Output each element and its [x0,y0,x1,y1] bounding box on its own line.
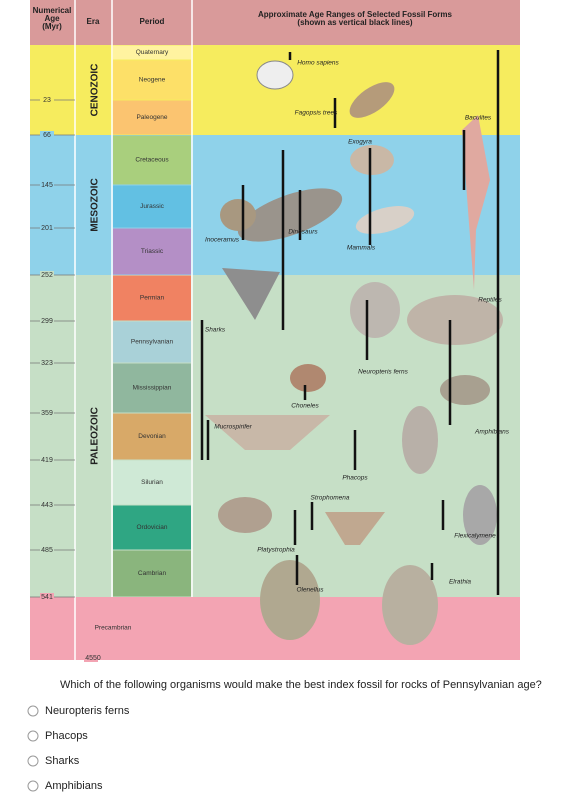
period-label: Mississippian [133,385,172,392]
age-label-bg [40,593,54,601]
period-cell [113,60,191,100]
era-label: PALEOZOIC [90,407,101,465]
question: Which of the following organisms would m… [60,679,542,691]
fossil-label: Olenellus [296,587,324,594]
age-label: 485 [41,547,53,554]
option-label[interactable]: Sharks [45,755,80,767]
period-cell [113,185,191,228]
period-label: Pennsylvanian [131,339,174,346]
age-label-bg [40,131,54,139]
fossil-label: Reptiles [478,297,502,304]
radio-button[interactable] [27,755,39,767]
period-label: Devonian [138,433,166,440]
age-header: (Myr) [42,22,62,31]
fossil-label: Platystrophia [257,547,295,554]
fossil-label: Strophomena [310,495,349,502]
age-label-bg [40,317,54,325]
fossil-label: Sharks [205,327,226,334]
fossil-label: Mammals [347,245,376,252]
period-cell [113,135,191,185]
fossil-label: Flexicalymene [454,533,496,540]
fossil-label: Exogyra [348,139,372,146]
age-label: 66 [43,132,51,139]
age-label: 419 [41,457,53,464]
age-label: 145 [41,182,53,189]
period-label: Cambrian [138,570,167,577]
age-label: 541 [41,594,53,601]
age-label-bg [40,546,54,554]
age-label-bg [40,501,54,509]
period-cell [113,363,191,413]
period-label: Triassic [141,248,164,255]
fossil-label: Choneles [291,403,319,410]
period-label: Permian [140,295,165,302]
period-cell [113,275,191,321]
era-header: Era [87,17,100,26]
age-label: 299 [41,318,53,325]
age-label-bg [40,181,54,189]
age-header: Numerical [33,6,72,15]
fossil-label: Elrathia [449,579,471,586]
period-cell [113,413,191,460]
fossil-label: Neuropteris ferns [358,369,409,376]
period-header: Period [140,17,165,26]
option-label[interactable]: Neuropteris ferns [45,705,130,717]
fossil-label: Inoceramus [205,237,240,244]
radio-button[interactable] [27,780,39,792]
age-label-bg [40,224,54,232]
title: (shown as vertical black lines) [297,18,412,27]
age-label: 4550 [85,655,101,662]
age-label-bg [40,409,54,417]
radio-button[interactable] [27,730,39,742]
period-cell [113,45,191,60]
period-cell [113,460,191,505]
fossil-label: Fagopsis trees [295,110,338,117]
period-cell [113,321,191,363]
age-label: 323 [41,360,53,367]
period-cell [113,505,191,550]
age-header: Age [44,14,60,23]
age-label: 23 [43,97,51,104]
age-label-bg [40,456,54,464]
age-label: 252 [41,272,53,279]
age-label-bg [40,96,54,104]
period-label: Jurassic [140,203,165,210]
age-label-bg [40,359,54,367]
fossil-label: Phacops [342,475,368,482]
fossil-label: Baculites [465,115,492,122]
fossil-art [200,50,503,645]
option-label[interactable]: Amphibians [45,780,103,792]
fossil-label: Homo sapiens [297,60,339,67]
title: Approximate Age Ranges of Selected Fossi… [258,10,453,19]
era-label: CENOZOIC [90,64,101,117]
age-label-bg [84,654,98,662]
cenozoic-band [30,45,520,135]
age-label-bg [40,271,54,279]
age-label: 359 [41,410,53,417]
period-label: Paleogene [136,114,167,121]
age-label: 443 [41,502,53,509]
period-cell [113,550,191,597]
era-label: Precambrian [95,625,132,632]
period-label: Quaternary [136,49,169,56]
period-label: Cretaceous [135,157,169,164]
period-label: Neogene [139,77,166,84]
era-label: MESOZOIC [90,178,101,231]
period-label: Silurian [141,479,163,486]
radio-button[interactable] [27,705,39,717]
header-band [30,0,520,45]
fossil-label: Amphibians [474,429,510,436]
period-label: Ordovician [136,524,167,531]
period-cell [113,228,191,275]
age-label: 201 [41,225,53,232]
option-label[interactable]: Phacops [45,730,88,742]
period-cell [113,100,191,135]
fossil-label: Dinosaurs [288,229,318,236]
fossil-label: Mucrospirifer [214,424,252,431]
